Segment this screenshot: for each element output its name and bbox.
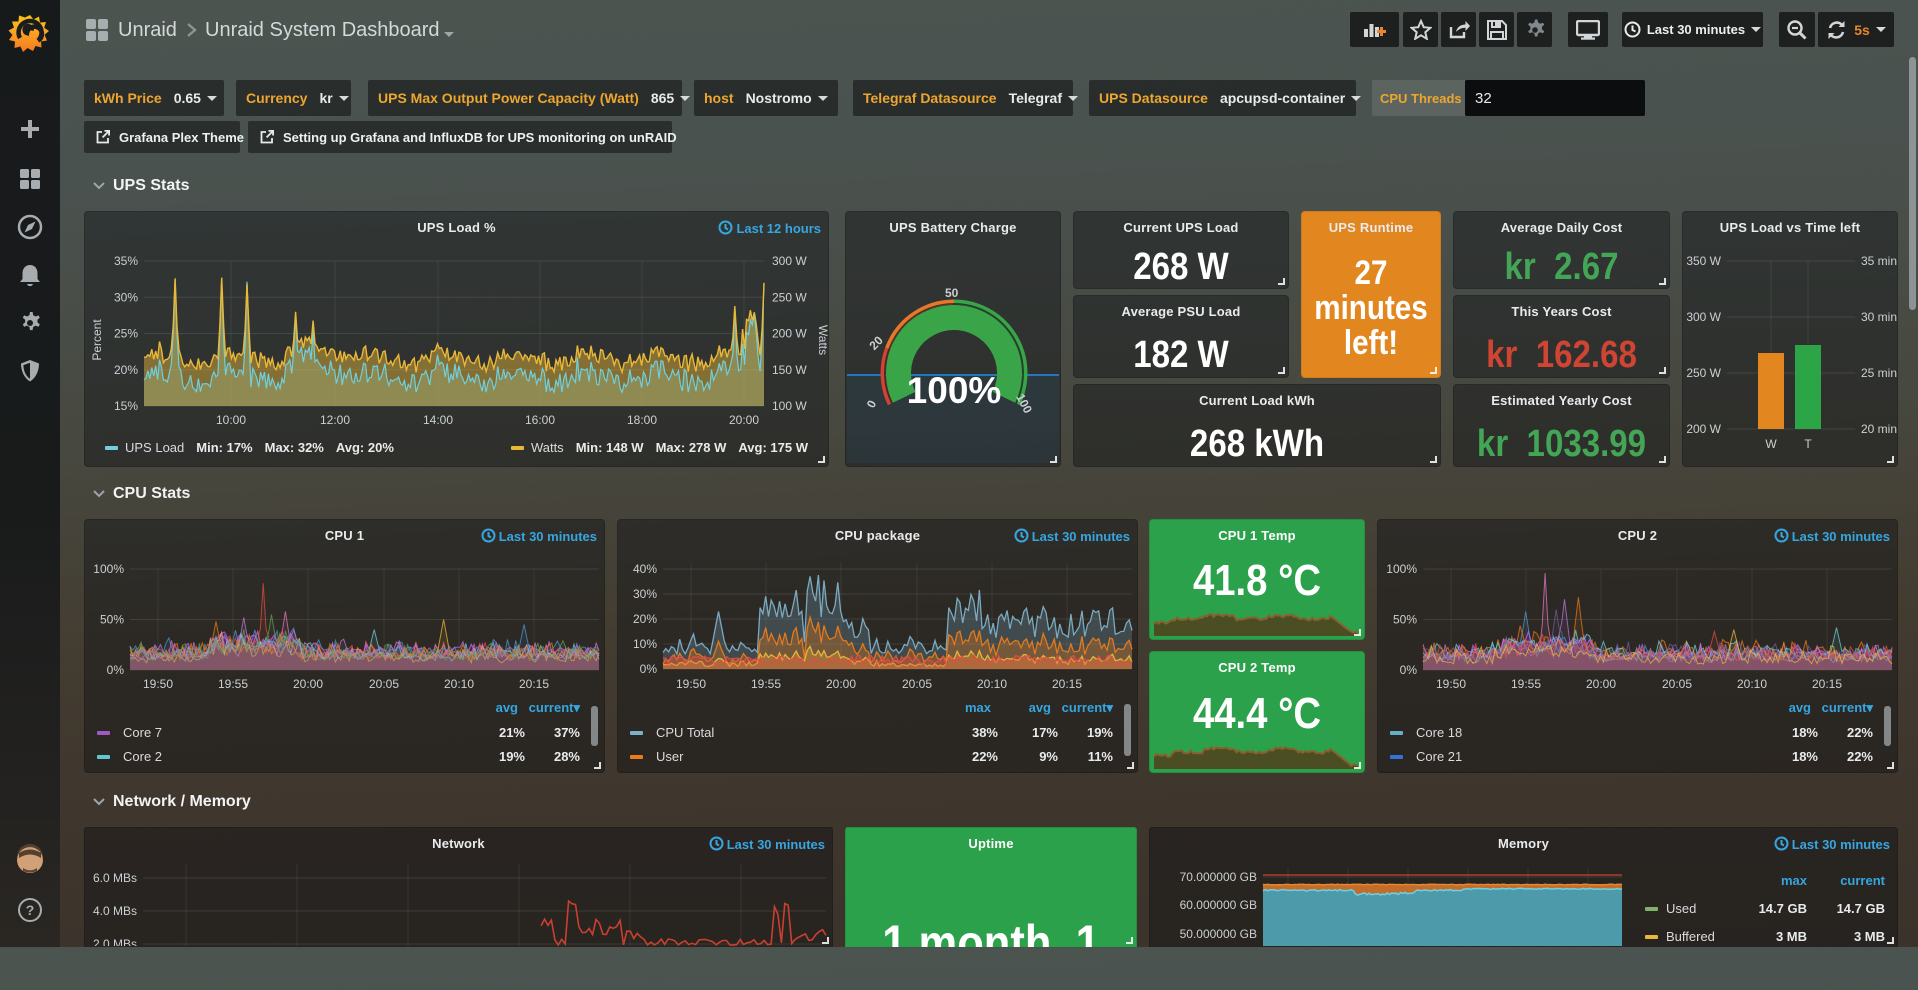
svg-text:25%: 25% xyxy=(114,327,138,341)
svg-text:2.0 MBs: 2.0 MBs xyxy=(93,937,137,946)
svg-text:60.000000 GB: 60.000000 GB xyxy=(1180,898,1257,912)
svg-text:150 W: 150 W xyxy=(772,363,807,377)
svg-text:250 W: 250 W xyxy=(772,290,807,304)
svg-text:20:00: 20:00 xyxy=(1586,677,1616,691)
svg-text:200 W: 200 W xyxy=(1686,422,1721,436)
svg-text:14:00: 14:00 xyxy=(423,413,453,427)
svg-text:Watts: Watts xyxy=(816,325,828,355)
svg-text:30 min: 30 min xyxy=(1861,310,1897,324)
svg-text:19:50: 19:50 xyxy=(676,677,706,691)
svg-text:30%: 30% xyxy=(114,290,138,304)
svg-text:0%: 0% xyxy=(1400,663,1418,677)
svg-text:300 W: 300 W xyxy=(1686,310,1721,324)
svg-text:20:10: 20:10 xyxy=(1737,677,1767,691)
svg-text:6.0 MBs: 6.0 MBs xyxy=(93,871,137,885)
svg-text:250 W: 250 W xyxy=(1686,366,1721,380)
svg-text:12:00: 12:00 xyxy=(320,413,350,427)
svg-text:25 min: 25 min xyxy=(1861,366,1897,380)
svg-text:35 min: 35 min xyxy=(1861,254,1897,268)
svg-text:100%: 100% xyxy=(907,370,1002,411)
svg-text:50%: 50% xyxy=(1393,613,1417,627)
svg-text:50%: 50% xyxy=(100,613,124,627)
svg-text:16:00: 16:00 xyxy=(525,413,555,427)
svg-text:40%: 40% xyxy=(633,562,657,576)
svg-text:20:00: 20:00 xyxy=(293,677,323,691)
svg-text:19:55: 19:55 xyxy=(751,677,781,691)
svg-text:50: 50 xyxy=(945,286,959,300)
svg-text:20:10: 20:10 xyxy=(977,677,1007,691)
svg-text:19:50: 19:50 xyxy=(143,677,173,691)
svg-text:100%: 100% xyxy=(93,562,124,576)
svg-text:50.000000 GB: 50.000000 GB xyxy=(1180,927,1257,941)
svg-text:100 W: 100 W xyxy=(772,399,807,413)
svg-text:T: T xyxy=(1804,437,1812,451)
svg-text:19:50: 19:50 xyxy=(1436,677,1466,691)
svg-text:20%: 20% xyxy=(114,363,138,377)
svg-text:15%: 15% xyxy=(114,399,138,413)
svg-text:35%: 35% xyxy=(114,254,138,268)
svg-text:20:05: 20:05 xyxy=(1662,677,1692,691)
svg-text:20%: 20% xyxy=(633,612,657,626)
svg-text:4.0 MBs: 4.0 MBs xyxy=(93,904,137,918)
svg-text:20:15: 20:15 xyxy=(1812,677,1842,691)
svg-text:Percent: Percent xyxy=(90,319,104,361)
svg-text:20: 20 xyxy=(867,333,887,353)
svg-text:20:00: 20:00 xyxy=(729,413,759,427)
svg-text:20:05: 20:05 xyxy=(369,677,399,691)
svg-text:0%: 0% xyxy=(640,662,658,676)
svg-text:100%: 100% xyxy=(1386,562,1417,576)
svg-text:20:00: 20:00 xyxy=(826,677,856,691)
svg-text:18:00: 18:00 xyxy=(627,413,657,427)
svg-text:W: W xyxy=(1765,437,1777,451)
svg-text:10:00: 10:00 xyxy=(216,413,246,427)
svg-text:20:05: 20:05 xyxy=(902,677,932,691)
svg-text:200 W: 200 W xyxy=(772,327,807,341)
svg-text:350 W: 350 W xyxy=(1686,254,1721,268)
svg-text:20:15: 20:15 xyxy=(1052,677,1082,691)
svg-text:300 W: 300 W xyxy=(772,254,807,268)
svg-text:20:15: 20:15 xyxy=(519,677,549,691)
svg-text:30%: 30% xyxy=(633,587,657,601)
svg-text:20 min: 20 min xyxy=(1861,422,1897,436)
svg-text:20:10: 20:10 xyxy=(444,677,474,691)
svg-text:19:55: 19:55 xyxy=(1511,677,1541,691)
svg-text:0%: 0% xyxy=(107,663,125,677)
svg-text:70.000000 GB: 70.000000 GB xyxy=(1180,870,1257,884)
svg-text:?: ? xyxy=(26,902,35,918)
svg-text:10%: 10% xyxy=(633,637,657,651)
svg-text:19:55: 19:55 xyxy=(218,677,248,691)
